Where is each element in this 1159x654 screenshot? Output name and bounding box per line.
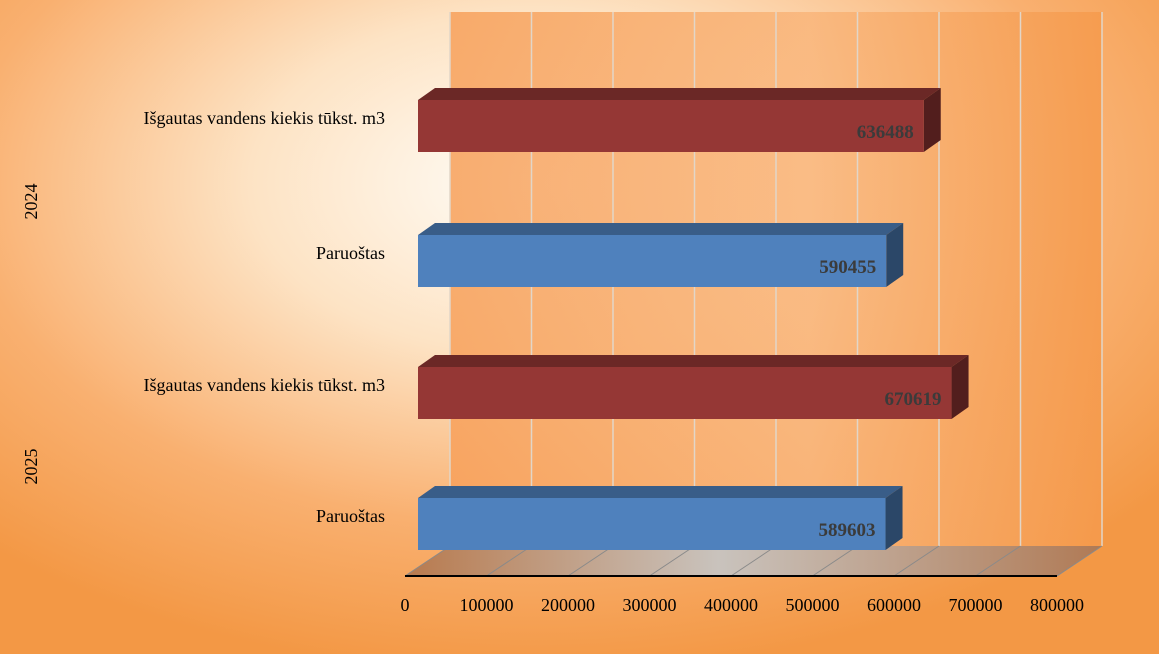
x-tick-label: 400000 [704,595,758,615]
floor-gridline [567,545,614,577]
data-label: 636488 [857,122,914,143]
bars [418,88,969,550]
floor-gridline [893,545,940,577]
bar-side-face [886,223,904,287]
floor-gridline [975,545,1021,577]
bar-top-face [418,486,903,498]
data-label: 590455 [819,257,876,278]
bar-top-face [418,88,941,100]
x-tick-label: 700000 [949,595,1003,615]
bar [418,100,924,152]
category-label: Išgautas vandens kiekis tūkst. m3 [144,375,385,395]
group-label: 2024 [21,184,41,220]
x-tick-label: 500000 [786,595,840,615]
floor-gridline [649,545,695,577]
bar-side-face [885,486,903,550]
floor-gridline [812,545,858,577]
x-tick-label: 200000 [541,595,595,615]
x-tick-label: 600000 [867,595,921,615]
bar-side-face [923,88,941,152]
data-label: 670619 [885,389,942,410]
bar-top-face [418,355,969,367]
group-label: 2025 [21,449,41,485]
x-tick-label: 0 [401,595,410,615]
x-tick-label: 800000 [1030,595,1084,615]
category-label: Išgautas vandens kiekis tūkst. m3 [144,108,385,128]
floor-gridline [404,545,451,577]
data-label: 589603 [819,520,876,541]
category-label: Paruoštas [316,506,385,526]
floor-gridline [486,545,532,577]
floor-gridline [730,545,777,577]
bar-side-face [951,355,969,419]
bar [418,235,887,287]
bar [418,367,952,419]
floor-gridline [1056,545,1103,577]
bar [418,498,886,550]
x-tick-label: 300000 [623,595,677,615]
bar-top-face [418,223,904,235]
labels: 0 100000 200000 300000 400000 500000 600000 700… [21,108,1084,615]
category-label: Paruoštas [316,243,385,263]
x-tick-label: 100000 [460,595,514,615]
